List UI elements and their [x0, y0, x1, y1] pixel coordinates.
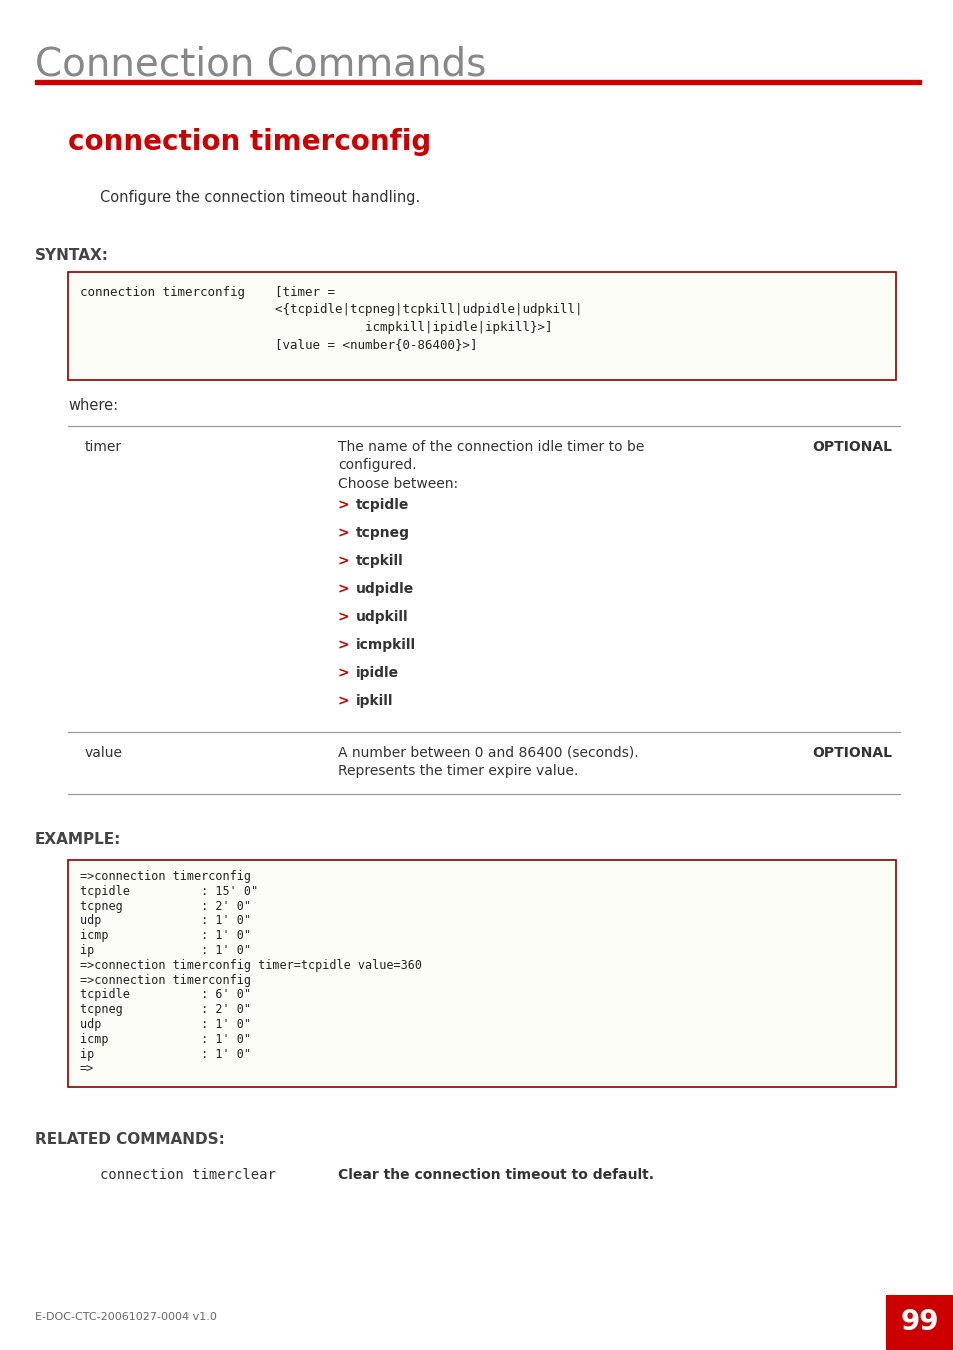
- Text: Configure the connection timeout handling.: Configure the connection timeout handlin…: [100, 190, 420, 205]
- Text: icmpkill|ipidle|ipkill}>]: icmpkill|ipidle|ipkill}>]: [80, 321, 552, 333]
- Text: tcpidle          : 15' 0": tcpidle : 15' 0": [80, 884, 258, 898]
- Text: connection timerconfig: connection timerconfig: [68, 128, 431, 157]
- Text: tcpidle          : 6' 0": tcpidle : 6' 0": [80, 988, 251, 1002]
- Text: RELATED COMMANDS:: RELATED COMMANDS:: [35, 1133, 225, 1147]
- Text: udpkill: udpkill: [355, 610, 408, 624]
- Text: value: value: [85, 747, 123, 760]
- Text: tcpkill: tcpkill: [355, 554, 403, 568]
- Text: =>connection timerconfig timer=tcpidle value=360: =>connection timerconfig timer=tcpidle v…: [80, 958, 421, 972]
- Text: ipidle: ipidle: [355, 666, 398, 680]
- Text: icmp             : 1' 0": icmp : 1' 0": [80, 929, 251, 942]
- Bar: [68, 860, 895, 1087]
- Text: =>: =>: [80, 1062, 94, 1076]
- Text: =>connection timerconfig: =>connection timerconfig: [80, 869, 251, 883]
- Text: udpidle: udpidle: [355, 582, 414, 595]
- Text: >: >: [337, 498, 349, 512]
- Text: ipkill: ipkill: [355, 694, 393, 707]
- Text: OPTIONAL: OPTIONAL: [811, 747, 891, 760]
- Text: timer: timer: [85, 440, 122, 454]
- Text: ip               : 1' 0": ip : 1' 0": [80, 1048, 251, 1061]
- Text: udp              : 1' 0": udp : 1' 0": [80, 1018, 251, 1031]
- Text: tcpidle: tcpidle: [355, 498, 409, 512]
- Text: connection timerconfig    [timer =: connection timerconfig [timer =: [80, 286, 335, 298]
- Text: >: >: [337, 610, 349, 624]
- Bar: [885, 1295, 953, 1350]
- Text: tcpneg           : 2' 0": tcpneg : 2' 0": [80, 1003, 251, 1017]
- Text: EXAMPLE:: EXAMPLE:: [35, 832, 121, 846]
- Text: >: >: [337, 639, 349, 652]
- Text: connection timerclear: connection timerclear: [100, 1168, 275, 1183]
- Bar: [35, 80, 920, 84]
- Text: <{tcpidle|tcpneg|tcpkill|udpidle|udpkill|: <{tcpidle|tcpneg|tcpkill|udpidle|udpkill…: [80, 304, 582, 316]
- Text: =>connection timerconfig: =>connection timerconfig: [80, 973, 251, 987]
- Text: >: >: [337, 694, 349, 707]
- Text: >: >: [337, 526, 349, 540]
- Text: A number between 0 and 86400 (seconds).
Represents the timer expire value.: A number between 0 and 86400 (seconds). …: [337, 747, 638, 779]
- Text: E-DOC-CTC-20061027-0004 v1.0: E-DOC-CTC-20061027-0004 v1.0: [35, 1312, 216, 1322]
- Text: Connection Commands: Connection Commands: [35, 45, 486, 82]
- Text: icmp             : 1' 0": icmp : 1' 0": [80, 1033, 251, 1046]
- Text: where:: where:: [68, 398, 118, 413]
- Text: >: >: [337, 582, 349, 595]
- Text: SYNTAX:: SYNTAX:: [35, 248, 109, 263]
- Text: tcpneg: tcpneg: [355, 526, 410, 540]
- Text: Clear the connection timeout to default.: Clear the connection timeout to default.: [337, 1168, 654, 1183]
- Text: OPTIONAL: OPTIONAL: [811, 440, 891, 454]
- Text: >: >: [337, 554, 349, 568]
- Text: tcpneg           : 2' 0": tcpneg : 2' 0": [80, 899, 251, 913]
- Text: 99: 99: [900, 1308, 939, 1336]
- Text: ip               : 1' 0": ip : 1' 0": [80, 944, 251, 957]
- Text: The name of the connection idle timer to be
configured.
Choose between:: The name of the connection idle timer to…: [337, 440, 643, 491]
- Bar: [68, 271, 895, 379]
- Text: icmpkill: icmpkill: [355, 639, 416, 652]
- Text: udp              : 1' 0": udp : 1' 0": [80, 914, 251, 927]
- Text: [value = <number{0-86400}>]: [value = <number{0-86400}>]: [80, 339, 477, 351]
- Text: >: >: [337, 666, 349, 680]
